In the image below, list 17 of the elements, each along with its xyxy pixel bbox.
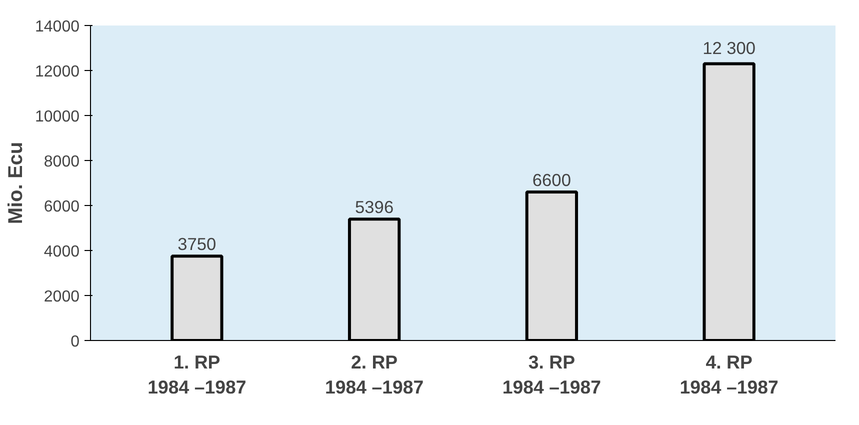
y-tick-label: 8000 [44,154,80,170]
y-axis-title: Mio. Ecu [5,142,28,224]
y-tick-label: 14000 [35,18,80,36]
y-tick-label: 2000 [44,288,80,306]
data-label: 5396 [355,197,394,218]
y-tick-label: 0 [70,334,80,350]
x-tick-label: 3. RP 1984 –1987 [502,352,601,398]
data-label: 12 300 [702,38,756,58]
x-tick-label: 2. RP 1984 –1987 [325,352,424,398]
y-tick-label: 10000 [35,108,80,126]
y-tick-label: 4000 [44,244,80,260]
y-tick-label: 12000 [35,64,80,80]
y-tick-label: 6000 [44,198,80,216]
data-label: 3750 [178,234,216,254]
x-tick-label: 1. RP 1984 –1987 [148,352,246,398]
data-label: 6600 [532,170,571,190]
x-tick-label: 4. RP 1984 –1987 [680,352,778,398]
